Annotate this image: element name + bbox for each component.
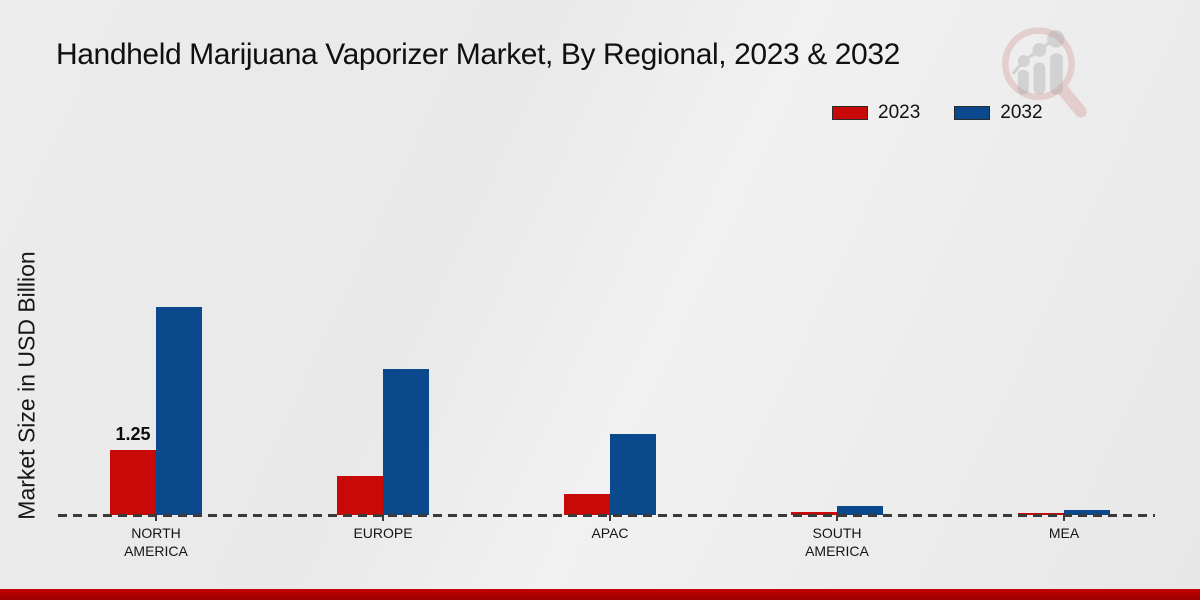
footer-red-strip: [0, 589, 1200, 600]
category-label-europe: EUROPE: [353, 525, 413, 541]
legend-item-2023: 2023: [832, 102, 920, 124]
x-axis-tick-europe: [382, 515, 384, 521]
category-label-apac: APAC: [591, 525, 629, 541]
x-axis-dashed-baseline: [58, 514, 1155, 517]
chart-title: Handheld Marijuana Vaporizer Market, By …: [56, 38, 900, 71]
data-label-2023-north-america: 1.25: [115, 424, 151, 444]
bar-2023-apac: [564, 494, 610, 515]
bar-2023-north-america: [110, 450, 156, 515]
x-axis-tick-apac: [609, 515, 611, 521]
magnifier-bar-chart-logo-svg: [1002, 27, 1087, 118]
category-label-south-america: SOUTH AMERICA: [805, 525, 869, 559]
x-axis-tick-south-america: [836, 515, 838, 521]
bar-2023-europe: [337, 476, 383, 515]
bar-2032-mea: [1064, 509, 1110, 515]
legend-swatch-2032: [954, 106, 991, 120]
x-axis-tick-mea: [1063, 515, 1065, 521]
bar-2032-europe: [383, 369, 429, 515]
legend-label: 2023: [878, 102, 921, 123]
category-label-mea: MEA: [1048, 525, 1080, 541]
y-axis-label: Market Size in USD Billion: [13, 251, 40, 520]
category-label-north-america: NORTH AMERICA: [124, 525, 188, 559]
bar-2032-south-america: [837, 506, 883, 515]
legend-label: 2032: [1000, 102, 1043, 123]
bar-2032-apac: [610, 434, 656, 515]
bar-2023-south-america: [791, 512, 837, 515]
bar-2032-north-america: [156, 307, 202, 515]
legend: 2023 2032: [832, 102, 1043, 124]
magnifier-bar-chart-logo: [994, 26, 1094, 118]
legend-item-2032: 2032: [954, 102, 1043, 124]
legend-swatch-2023: [832, 106, 868, 120]
x-axis-tick-north-america: [155, 515, 157, 521]
